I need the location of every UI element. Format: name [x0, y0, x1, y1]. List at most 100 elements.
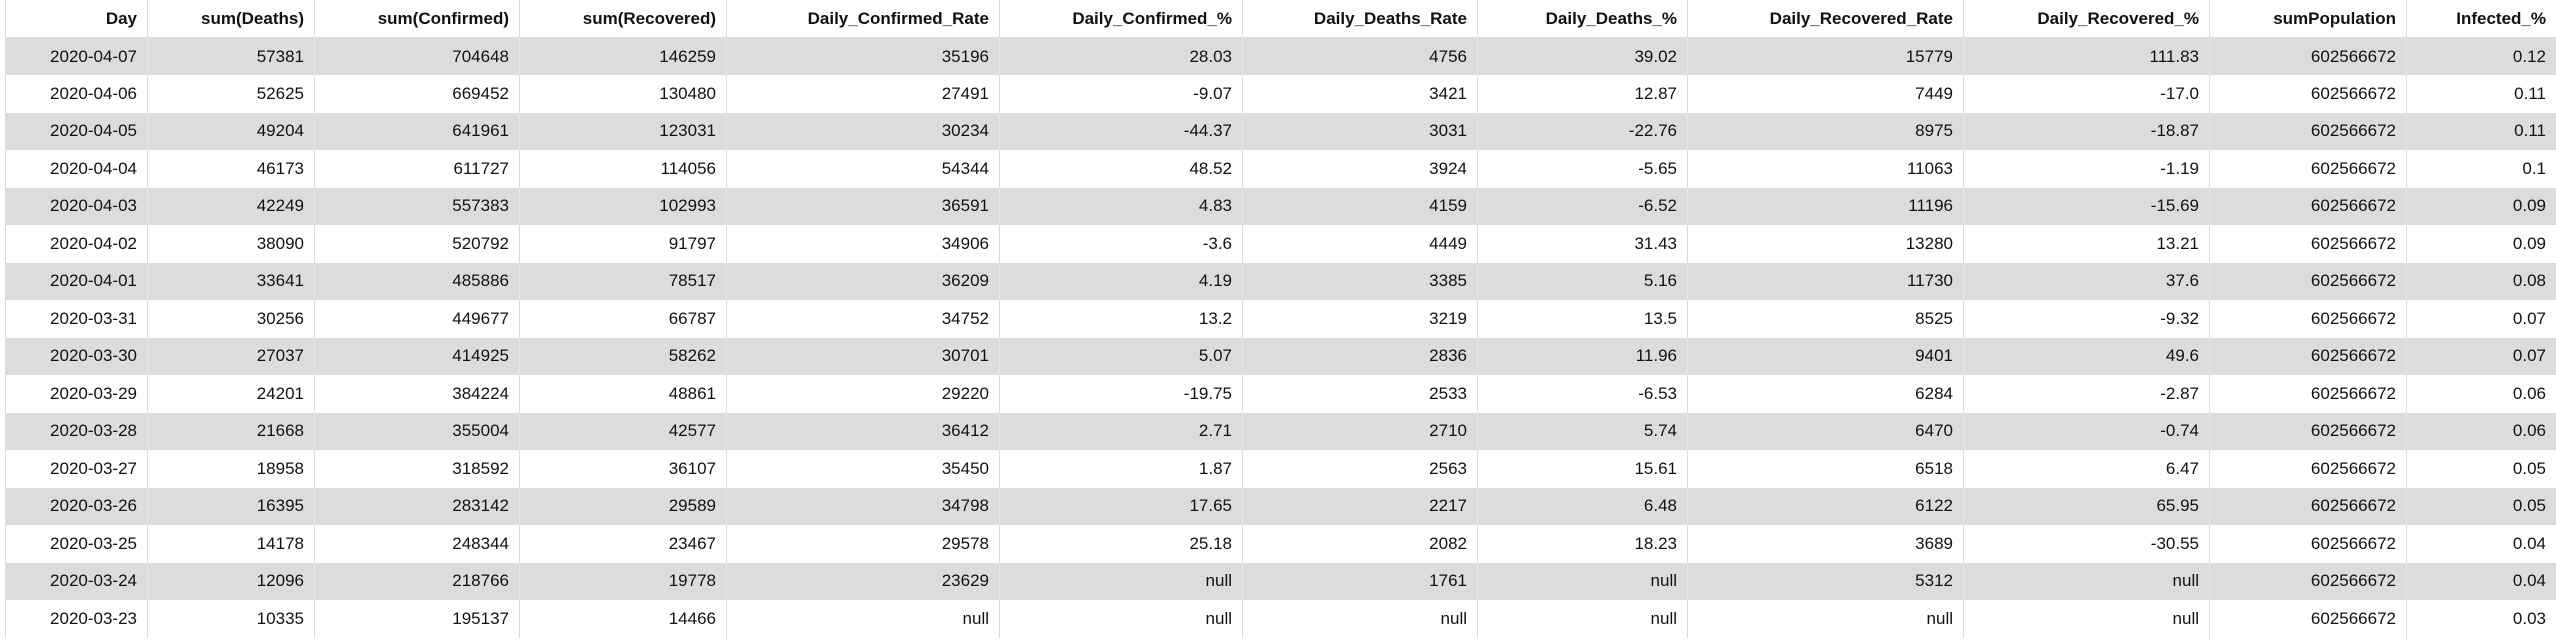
table-cell: -9.07: [999, 75, 1243, 113]
column-header[interactable]: sum(Deaths): [147, 0, 315, 38]
table-cell: 414925: [314, 337, 520, 375]
table-row[interactable]: 2020-03-26 16395 283142 29589 34798 17.65 2217…: [5, 487, 2556, 525]
table-row[interactable]: 2020-03-29 24201 384224 48861 29220 -19.75 253…: [5, 375, 2556, 413]
column-header[interactable]: Daily_Confirmed_Rate: [726, 0, 1000, 38]
table-cell: 283142: [314, 487, 520, 525]
table-cell: 195137: [314, 600, 520, 638]
table-row[interactable]: 2020-03-30 27037 414925 58262 30701 5.07 2836 1…: [5, 337, 2556, 375]
table-row[interactable]: 2020-04-02 38090 520792 91797 34906 -3.6 4449 3…: [5, 225, 2556, 263]
column-header[interactable]: Daily_Confirmed_%: [999, 0, 1243, 38]
table-cell: 641961: [314, 112, 520, 150]
table-cell: 449677: [314, 300, 520, 338]
table-cell: 2020-03-25: [5, 525, 148, 563]
column-header[interactable]: Daily_Deaths_%: [1477, 0, 1688, 38]
table-cell: 485886: [314, 262, 520, 300]
column-header[interactable]: sum(Recovered): [519, 0, 727, 38]
table-cell: 102993: [519, 187, 727, 225]
table-cell: 6284: [1687, 375, 1964, 413]
table-cell: 0.11: [2406, 75, 2556, 113]
table-cell: 4.83: [999, 187, 1243, 225]
table-row[interactable]: 2020-04-01 33641 485886 78517 36209 4.19 3385 5…: [5, 262, 2556, 300]
table-cell: 5.74: [1477, 412, 1688, 450]
table-cell: 49.6: [1963, 337, 2210, 375]
table-cell: 3689: [1687, 525, 1964, 563]
table-cell: 0.06: [2406, 412, 2556, 450]
table-cell: 23629: [726, 562, 1000, 600]
table-cell: 29589: [519, 487, 727, 525]
table-cell: 2710: [1242, 412, 1478, 450]
table-cell: -3.6: [999, 225, 1243, 263]
table-cell: 602566672: [2209, 150, 2407, 188]
table-cell: 27491: [726, 75, 1000, 113]
table-cell: 669452: [314, 75, 520, 113]
table-cell: 557383: [314, 187, 520, 225]
column-header[interactable]: Daily_Recovered_Rate: [1687, 0, 1964, 38]
table-row[interactable]: 2020-03-25 14178 248344 23467 29578 25.18 2082…: [5, 525, 2556, 563]
table-cell: 384224: [314, 375, 520, 413]
table-cell: 2020-04-06: [5, 75, 148, 113]
table-row[interactable]: 2020-04-04 46173 611727 114056 54344 48.52 392…: [5, 150, 2556, 188]
table-cell: 218766: [314, 562, 520, 600]
table-cell: 2020-03-30: [5, 337, 148, 375]
table-cell: 25.18: [999, 525, 1243, 563]
table-cell: 6122: [1687, 487, 1964, 525]
table-cell: 12096: [147, 562, 315, 600]
table-cell: 6.47: [1963, 450, 2210, 488]
table-cell: -22.76: [1477, 112, 1688, 150]
table-cell: null: [999, 562, 1243, 600]
table-cell: 2533: [1242, 375, 1478, 413]
table-cell: 3219: [1242, 300, 1478, 338]
table-cell: 2020-03-26: [5, 487, 148, 525]
table-cell: 8975: [1687, 112, 1964, 150]
table-cell: 111.83: [1963, 37, 2210, 75]
table-cell: 4449: [1242, 225, 1478, 263]
table-header: Day sum(Deaths) sum(Confirmed) sum(Recovere…: [5, 0, 2556, 38]
table-cell: 48.52: [999, 150, 1243, 188]
table-cell: 2020-03-29: [5, 375, 148, 413]
table-cell: 602566672: [2209, 225, 2407, 263]
table-cell: -19.75: [999, 375, 1243, 413]
column-header[interactable]: Infected_%: [2406, 0, 2556, 38]
table-cell: null: [726, 600, 1000, 638]
table-cell: -6.52: [1477, 187, 1688, 225]
table-row[interactable]: 2020-04-07 57381 704648 146259 35196 28.03 475…: [5, 37, 2556, 75]
table-cell: 30234: [726, 112, 1000, 150]
table-row[interactable]: 2020-03-27 18958 318592 36107 35450 1.87 2563 1…: [5, 450, 2556, 488]
table-cell: 13280: [1687, 225, 1964, 263]
table-cell: 704648: [314, 37, 520, 75]
table-cell: 318592: [314, 450, 520, 488]
column-header[interactable]: sumPopulation: [2209, 0, 2407, 38]
table-cell: 11730: [1687, 262, 1964, 300]
table-cell: -6.53: [1477, 375, 1688, 413]
table-cell: 6470: [1687, 412, 1964, 450]
table-row[interactable]: 2020-04-06 52625 669452 130480 27491 -9.07 342…: [5, 75, 2556, 113]
table-cell: 13.21: [1963, 225, 2210, 263]
table-row[interactable]: 2020-03-24 12096 218766 19778 23629 null 1761 n…: [5, 562, 2556, 600]
column-header[interactable]: Day: [5, 0, 148, 38]
table-cell: 520792: [314, 225, 520, 263]
table-cell: -44.37: [999, 112, 1243, 150]
table-cell: 0.09: [2406, 187, 2556, 225]
column-header[interactable]: Daily_Recovered_%: [1963, 0, 2210, 38]
table-row[interactable]: 2020-03-23 10335 195137 14466 null null null nu…: [5, 600, 2556, 638]
table-cell: 36209: [726, 262, 1000, 300]
table-row[interactable]: 2020-03-31 30256 449677 66787 34752 13.2 3219 1…: [5, 300, 2556, 338]
table-cell: -5.65: [1477, 150, 1688, 188]
table-cell: 0.04: [2406, 525, 2556, 563]
table-cell: 78517: [519, 262, 727, 300]
table-row[interactable]: 2020-03-28 21668 355004 42577 36412 2.71 2710 5…: [5, 412, 2556, 450]
table-cell: null: [1242, 600, 1478, 638]
table-cell: 9401: [1687, 337, 1964, 375]
table-cell: 7449: [1687, 75, 1964, 113]
table-cell: 3421: [1242, 75, 1478, 113]
column-header[interactable]: Daily_Deaths_Rate: [1242, 0, 1478, 38]
table-cell: 58262: [519, 337, 727, 375]
table-row[interactable]: 2020-04-03 42249 557383 102993 36591 4.83 4159…: [5, 187, 2556, 225]
table-cell: 11196: [1687, 187, 1964, 225]
table-cell: 49204: [147, 112, 315, 150]
table-cell: 2020-04-03: [5, 187, 148, 225]
table-cell: 46173: [147, 150, 315, 188]
table-row[interactable]: 2020-04-05 49204 641961 123031 30234 -44.37 30…: [5, 112, 2556, 150]
table-cell: 602566672: [2209, 112, 2407, 150]
column-header[interactable]: sum(Confirmed): [314, 0, 520, 38]
